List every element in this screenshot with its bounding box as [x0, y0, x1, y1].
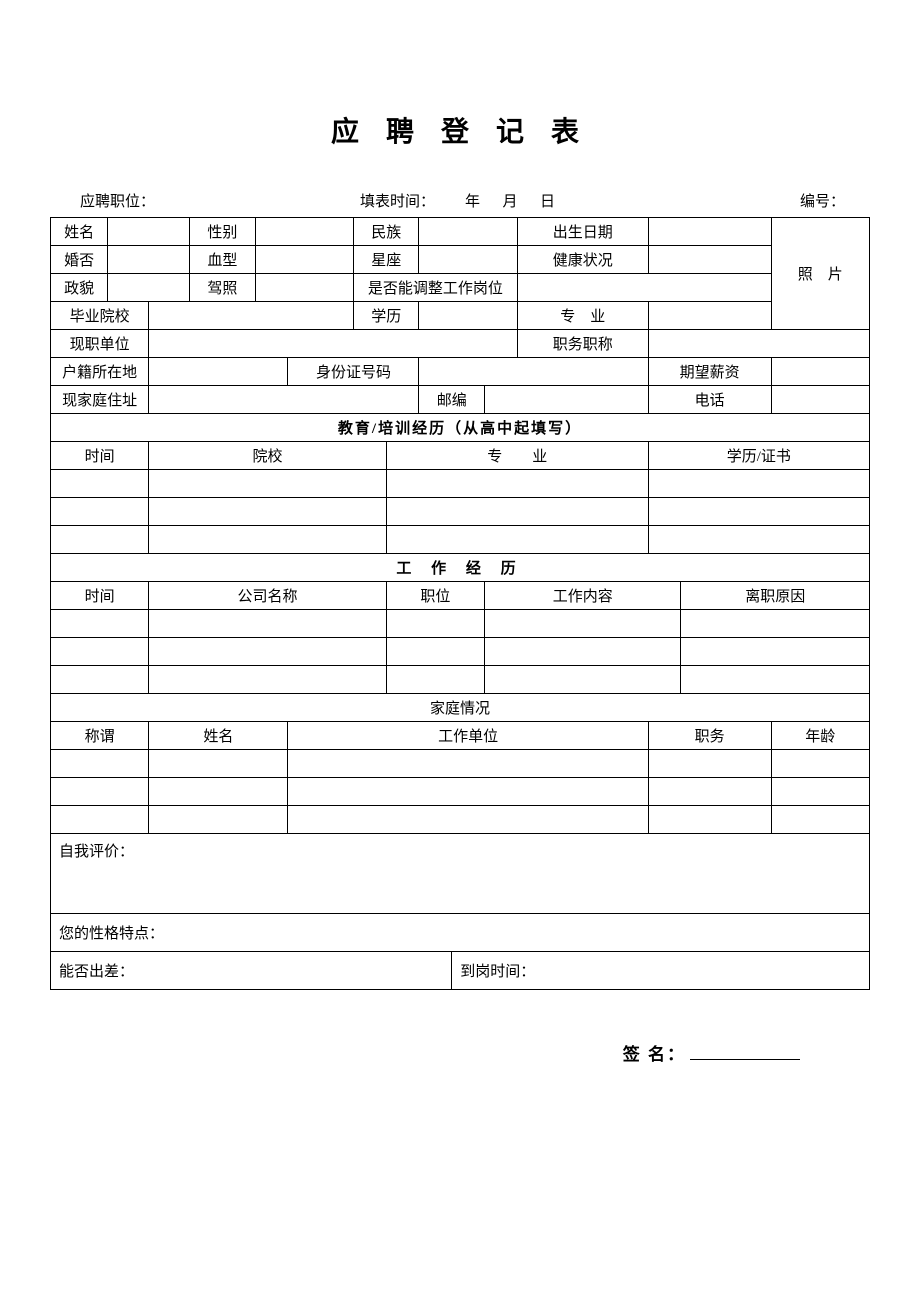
personality-label: 您的性格特点： — [59, 926, 164, 942]
travel-cell[interactable]: 能否出差： — [51, 952, 452, 990]
family-col-age: 年龄 — [771, 722, 869, 750]
family-row[interactable] — [51, 806, 870, 834]
travel-label: 能否出差： — [59, 964, 134, 980]
field-hukou[interactable] — [149, 358, 288, 386]
field-zodiac[interactable] — [419, 246, 517, 274]
work-col-leave: 离职原因 — [681, 582, 870, 610]
work-col-time: 时间 — [51, 582, 149, 610]
fill-time-label: 填表时间： — [360, 194, 435, 210]
field-politics[interactable] — [108, 274, 190, 302]
field-salary[interactable] — [771, 358, 869, 386]
label-degree: 学历 — [353, 302, 419, 330]
label-gender: 性别 — [190, 218, 256, 246]
photo-cell: 照 片 — [771, 218, 869, 330]
sign-label: 签 名： — [623, 1045, 686, 1064]
edu-col-major: 专 业 — [386, 442, 648, 470]
field-blood[interactable] — [255, 246, 353, 274]
label-name: 姓名 — [51, 218, 108, 246]
field-name[interactable] — [108, 218, 190, 246]
label-marital: 婚否 — [51, 246, 108, 274]
label-health: 健康状况 — [517, 246, 648, 274]
edu-col-school: 院校 — [149, 442, 386, 470]
year-label: 年 — [465, 194, 480, 210]
field-license[interactable] — [255, 274, 353, 302]
field-phone[interactable] — [771, 386, 869, 414]
family-row[interactable] — [51, 750, 870, 778]
serial-label: 编号： — [800, 194, 845, 210]
field-major[interactable] — [648, 302, 771, 330]
day-label: 日 — [540, 194, 555, 210]
self-eval-cell[interactable]: 自我评价： — [51, 834, 870, 914]
edu-col-cert: 学历/证书 — [648, 442, 869, 470]
start-date-cell[interactable]: 到岗时间： — [452, 952, 870, 990]
label-hukou: 户籍所在地 — [51, 358, 149, 386]
label-salary: 期望薪资 — [648, 358, 771, 386]
sign-blank[interactable] — [690, 1059, 800, 1060]
field-id[interactable] — [419, 358, 648, 386]
start-date-label: 到岗时间： — [460, 964, 535, 980]
family-row[interactable] — [51, 778, 870, 806]
field-address[interactable] — [149, 386, 419, 414]
work-row[interactable] — [51, 610, 870, 638]
work-header: 工 作 经 历 — [51, 554, 870, 582]
top-meta-row: 应聘职位： 填表时间： 年 月 日 编号： — [50, 190, 870, 215]
label-address: 现家庭住址 — [51, 386, 149, 414]
family-header: 家庭情况 — [51, 694, 870, 722]
label-blood: 血型 — [190, 246, 256, 274]
family-col-relation: 称谓 — [51, 722, 149, 750]
label-zodiac: 星座 — [353, 246, 419, 274]
label-major: 专 业 — [517, 302, 648, 330]
family-col-name: 姓名 — [149, 722, 288, 750]
form-title: 应 聘 登 记 表 — [50, 110, 870, 150]
month-label: 月 — [503, 194, 518, 210]
edu-row[interactable] — [51, 498, 870, 526]
family-col-employer: 工作单位 — [288, 722, 648, 750]
label-school: 毕业院校 — [51, 302, 149, 330]
work-col-company: 公司名称 — [149, 582, 386, 610]
field-health[interactable] — [648, 246, 771, 274]
label-postcode: 邮编 — [419, 386, 485, 414]
field-birth[interactable] — [648, 218, 771, 246]
position-label: 应聘职位： — [80, 194, 155, 210]
label-id: 身份证号码 — [288, 358, 419, 386]
field-degree[interactable] — [419, 302, 517, 330]
label-phone: 电话 — [648, 386, 771, 414]
edu-header: 教育/培训经历（从高中起填写） — [51, 414, 870, 442]
work-row[interactable] — [51, 666, 870, 694]
field-ethnicity[interactable] — [419, 218, 517, 246]
label-birth: 出生日期 — [517, 218, 648, 246]
field-adjust[interactable] — [517, 274, 771, 302]
signature-line: 签 名： — [50, 1040, 870, 1065]
field-employer[interactable] — [149, 330, 517, 358]
label-ethnicity: 民族 — [353, 218, 419, 246]
field-gender[interactable] — [255, 218, 353, 246]
work-col-content: 工作内容 — [484, 582, 681, 610]
personality-cell[interactable]: 您的性格特点： — [51, 914, 870, 952]
field-marital[interactable] — [108, 246, 190, 274]
label-adjust: 是否能调整工作岗位 — [353, 274, 517, 302]
edu-row[interactable] — [51, 470, 870, 498]
edu-row[interactable] — [51, 526, 870, 554]
label-employer: 现职单位 — [51, 330, 149, 358]
family-col-position: 职务 — [648, 722, 771, 750]
field-postcode[interactable] — [484, 386, 648, 414]
label-jobtitle: 职务职称 — [517, 330, 648, 358]
work-col-position: 职位 — [386, 582, 484, 610]
field-jobtitle[interactable] — [648, 330, 869, 358]
work-row[interactable] — [51, 638, 870, 666]
edu-col-time: 时间 — [51, 442, 149, 470]
label-politics: 政貌 — [51, 274, 108, 302]
self-eval-label: 自我评价： — [59, 844, 134, 860]
field-school[interactable] — [149, 302, 354, 330]
label-license: 驾照 — [190, 274, 256, 302]
main-form-table: 姓名 性别 民族 出生日期 照 片 婚否 血型 星座 健康状况 政貌 驾照 是否… — [50, 217, 870, 990]
